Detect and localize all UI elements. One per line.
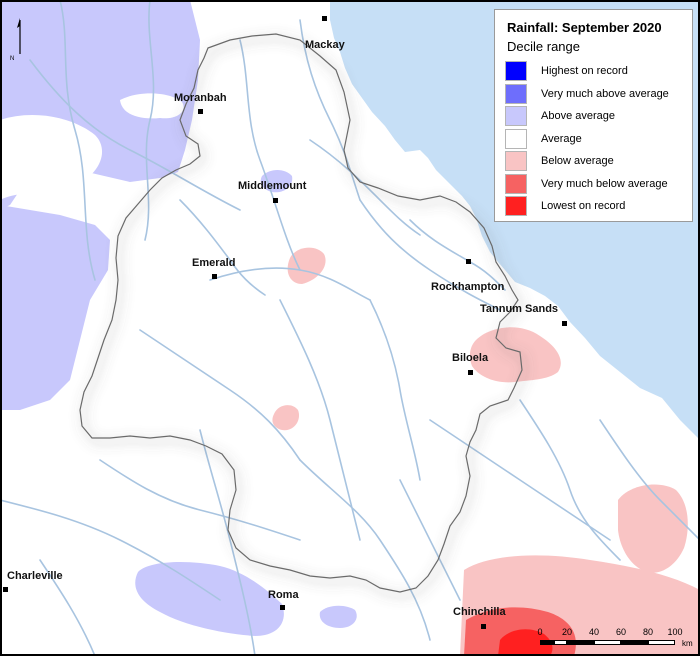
scale-segment: [648, 640, 675, 645]
below-average-region-central: [287, 247, 326, 284]
legend-swatch: [505, 173, 527, 194]
town-label-mackay: Mackay: [305, 39, 346, 51]
legend: Rainfall: September 2020 Decile range Hi…: [494, 9, 693, 222]
scale-tick-label: 100: [667, 627, 683, 637]
below-average-region-south-central: [272, 405, 300, 431]
scale-segment: [567, 640, 594, 645]
legend-label: Above average: [541, 110, 615, 122]
north-letter: N: [10, 56, 15, 62]
legend-swatch: [505, 106, 527, 126]
town-marker-roma: [280, 605, 285, 610]
town-marker-biloela: [468, 370, 473, 375]
lowest-on-record-region: [498, 629, 553, 656]
scale-segment: [540, 640, 554, 645]
legend-subtitle: Decile range: [507, 39, 580, 54]
town-marker-moranbah: [198, 109, 203, 114]
town-label-chinchilla: Chinchilla: [453, 606, 506, 618]
above-average-region-roma-east: [319, 605, 357, 628]
legend-swatch: [505, 151, 527, 171]
scale-segment: [594, 640, 621, 645]
town-marker-tannum-sands: [562, 321, 567, 326]
scale-tick-label: 20: [561, 627, 573, 637]
legend-swatch: [505, 83, 527, 104]
scale-tick-label: 80: [642, 627, 654, 637]
town-marker-charleville: [3, 587, 8, 592]
scale-bar: 0 20 40 60 80 100 km: [535, 626, 695, 652]
north-arrow-icon: [17, 18, 21, 54]
scale-tick-label: 0: [537, 627, 543, 637]
below-average-region-biloela: [469, 327, 561, 383]
above-average-region-roma-west: [135, 562, 284, 636]
north-arrow: N: [8, 16, 24, 66]
legend-swatch: [505, 196, 527, 216]
town-label-tannum-sands: Tannum Sands: [480, 303, 558, 315]
town-marker-rockhampton: [466, 259, 471, 264]
town-marker-chinchilla: [481, 624, 486, 629]
scale-tick-label: 60: [615, 627, 627, 637]
town-label-rockhampton: Rockhampton: [431, 281, 505, 293]
legend-label: Average: [541, 132, 582, 145]
towns: Mackay Moranbah Middlemount Emerald Rock…: [3, 16, 567, 629]
town-label-roma: Roma: [268, 589, 299, 601]
town-marker-middlemount: [273, 198, 278, 203]
legend-swatch: [505, 61, 527, 81]
legend-label: Very much above average: [541, 87, 669, 100]
town-label-emerald: Emerald: [192, 257, 235, 269]
fitzroy-basin: [79, 33, 523, 593]
legend-label: Lowest on record: [541, 200, 626, 212]
legend-label: Very much below average: [541, 177, 668, 190]
town-label-biloela: Biloela: [452, 352, 489, 364]
legend-label: Highest on record: [541, 65, 628, 77]
legend-label: Below average: [541, 155, 614, 167]
legend-swatch: [505, 128, 527, 149]
town-marker-emerald: [212, 274, 217, 279]
town-label-moranbah: Moranbah: [174, 92, 227, 104]
above-average-region-west: [0, 205, 110, 410]
scale-segment: [554, 640, 567, 645]
scale-tick-label: 40: [588, 627, 600, 637]
scale-segment: [621, 640, 648, 645]
town-marker-mackay: [322, 16, 327, 21]
town-label-middlemount: Middlemount: [238, 180, 307, 192]
scale-unit: km: [682, 639, 693, 648]
below-average-region-east: [618, 484, 688, 573]
town-label-charleville: Charleville: [7, 570, 63, 582]
legend-title: Rainfall: September 2020: [507, 20, 662, 35]
